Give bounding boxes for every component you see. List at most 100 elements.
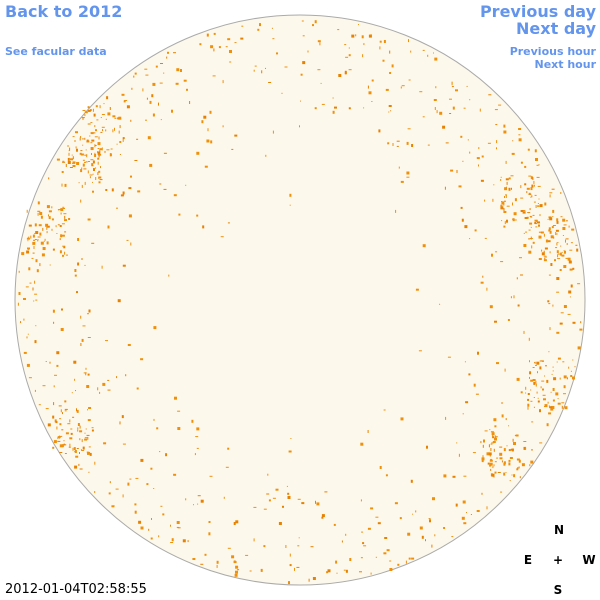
facula <box>74 274 77 277</box>
facula <box>568 260 572 264</box>
facula <box>555 247 558 249</box>
facula <box>100 166 101 169</box>
facula <box>429 519 431 523</box>
facula <box>90 122 93 124</box>
facula <box>334 106 337 109</box>
facula <box>314 20 317 24</box>
facula <box>495 251 498 253</box>
facula <box>257 28 260 31</box>
facula <box>556 291 560 293</box>
facula <box>53 440 57 444</box>
facula <box>122 494 124 498</box>
facula <box>75 146 77 149</box>
facula <box>199 43 202 46</box>
facula <box>577 346 581 350</box>
facula <box>62 206 65 208</box>
facula <box>76 409 79 413</box>
facula <box>119 421 121 425</box>
previous-day-link[interactable]: Previous day <box>479 2 596 21</box>
facula <box>535 383 537 387</box>
facula <box>452 475 456 478</box>
facula <box>64 400 67 403</box>
facula <box>196 447 199 449</box>
facula <box>538 258 542 260</box>
facula <box>57 440 61 442</box>
facula <box>544 406 545 407</box>
facula <box>130 242 132 246</box>
facula <box>539 204 543 208</box>
facula <box>204 553 207 556</box>
facula <box>490 468 492 471</box>
facula <box>287 496 291 499</box>
facula <box>486 506 488 510</box>
facula <box>234 134 238 137</box>
facula <box>82 118 84 120</box>
facula <box>487 142 491 144</box>
facula <box>503 462 506 466</box>
next-day-link[interactable]: Next day <box>516 19 596 38</box>
facula <box>442 125 446 129</box>
facula <box>174 396 177 400</box>
facula <box>525 386 527 390</box>
facular-link[interactable]: See facular data <box>5 45 107 58</box>
facula <box>496 147 497 150</box>
facula <box>468 373 471 376</box>
facula <box>415 288 419 291</box>
facula <box>88 407 92 409</box>
facula <box>67 157 70 161</box>
facula <box>388 105 392 107</box>
facula <box>27 333 29 335</box>
facula <box>101 126 105 128</box>
facula <box>499 446 503 448</box>
next-hour-link[interactable]: Next hour <box>534 58 597 71</box>
facula <box>153 418 155 421</box>
facula <box>513 474 516 478</box>
facula <box>56 351 60 355</box>
facula <box>572 376 575 380</box>
facula <box>275 488 279 491</box>
facula <box>548 412 552 415</box>
facula <box>91 163 94 167</box>
facula <box>551 188 555 190</box>
facula <box>96 119 99 121</box>
facula <box>142 88 144 92</box>
facula <box>529 222 533 225</box>
facula <box>519 476 521 479</box>
facula <box>105 340 108 342</box>
facula <box>543 255 546 257</box>
facula <box>520 161 523 164</box>
facula <box>377 522 381 525</box>
facula <box>520 197 524 199</box>
facula <box>529 208 531 211</box>
facula <box>516 277 518 280</box>
facula <box>415 510 417 513</box>
facula <box>28 267 31 271</box>
previous-hour-link[interactable]: Previous hour <box>509 45 596 58</box>
compass-center: + <box>553 553 563 567</box>
facula <box>229 61 232 63</box>
facula <box>556 242 558 246</box>
facula <box>507 319 510 321</box>
facula <box>560 245 562 247</box>
facula <box>458 453 460 457</box>
facula <box>449 113 452 114</box>
facula <box>529 360 530 363</box>
facula <box>478 164 479 167</box>
facula <box>134 503 137 506</box>
back-link[interactable]: Back to 2012 <box>5 2 123 21</box>
facula <box>533 184 535 187</box>
facula <box>97 161 99 165</box>
facula <box>99 149 101 153</box>
facula <box>74 465 78 469</box>
facula <box>300 73 303 76</box>
facula <box>90 147 94 150</box>
facula <box>288 581 290 585</box>
facula <box>348 54 351 57</box>
facula <box>344 44 347 46</box>
facula <box>465 401 469 404</box>
facula <box>489 464 492 467</box>
compass-west: W <box>582 553 595 567</box>
facula <box>284 66 288 68</box>
facula <box>234 573 238 577</box>
facula <box>253 506 257 508</box>
